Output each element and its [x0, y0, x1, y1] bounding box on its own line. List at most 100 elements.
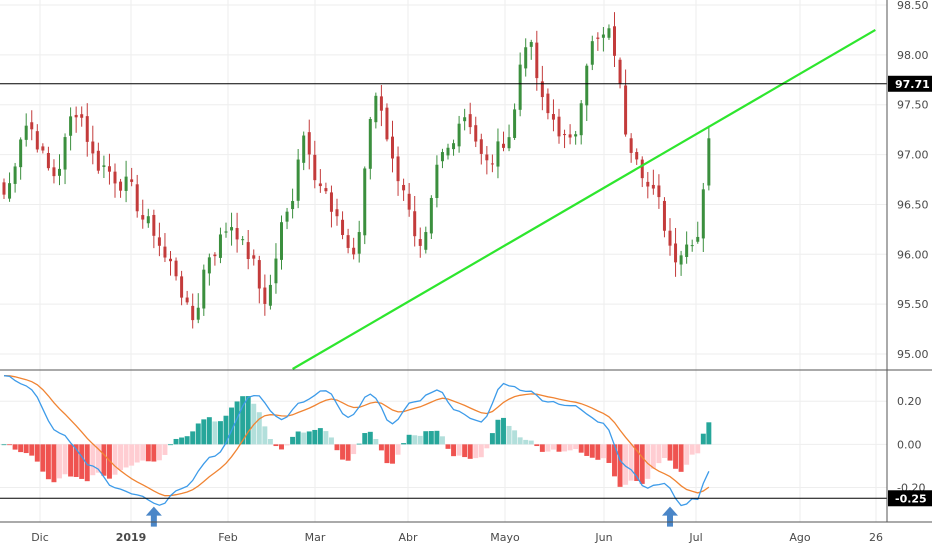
price-tick-label: 95.50: [897, 298, 929, 311]
macd-histogram-bar: [412, 435, 418, 445]
macd-histogram-bar: [51, 444, 57, 483]
candle: [490, 154, 494, 173]
candle: [635, 148, 639, 165]
candle-body: [146, 216, 150, 224]
macd-histogram-bar: [628, 444, 634, 481]
macd-histogram-bar: [267, 439, 273, 445]
macd-histogram-bar: [306, 431, 312, 445]
candle: [141, 199, 145, 229]
candle-body: [502, 143, 505, 148]
candle-body: [335, 209, 339, 217]
macd-histogram-bar: [534, 444, 540, 447]
candle-body: [674, 243, 678, 263]
candle: [30, 110, 34, 141]
candle-body: [124, 176, 128, 191]
macd-histogram-bar: [406, 434, 412, 445]
candle: [674, 227, 678, 277]
candle-body: [218, 234, 222, 258]
candle: [146, 208, 150, 228]
time-tick-label: 26: [869, 531, 883, 544]
candle: [535, 30, 539, 91]
candle-body: [440, 152, 444, 162]
macd-histogram-bar: [328, 437, 334, 445]
macd-histogram-bar: [417, 435, 423, 445]
macd-histogram-bar: [484, 444, 490, 449]
macd-histogram-bar: [639, 444, 645, 484]
macd-histogram-bar: [595, 444, 601, 460]
candle-body: [662, 200, 666, 231]
macd-histogram-bar: [673, 444, 679, 469]
candle-body: [24, 125, 28, 140]
candle: [524, 38, 528, 77]
macd-histogram-bar: [634, 444, 640, 481]
candle: [463, 108, 467, 131]
level-badge-macd-bg: [888, 490, 932, 507]
price-axis[interactable]: 98.50 98.00 97.50 97.00 96.50 96.00 95.50 95.00…: [886, 0, 932, 522]
candle: [407, 183, 411, 217]
macd-histogram-bar: [312, 429, 318, 445]
macd-histogram-bar: [240, 396, 246, 445]
candle-body: [435, 164, 439, 199]
candle-body: [241, 239, 245, 241]
candle: [335, 198, 339, 226]
macd-histogram-bar: [229, 407, 235, 445]
candle-body: [563, 134, 567, 136]
candle-body: [196, 307, 200, 320]
macd-histogram-bar: [279, 444, 284, 450]
candle: [63, 133, 67, 185]
candle-body: [701, 189, 705, 239]
candle: [418, 227, 422, 258]
candle: [624, 69, 628, 137]
candle: [241, 235, 245, 246]
candle-body: [268, 284, 272, 306]
candle: [518, 52, 522, 117]
candle: [701, 182, 705, 252]
candle: [130, 167, 134, 187]
macd-histogram-bar: [201, 419, 207, 445]
macd-histogram-bar: [645, 444, 651, 479]
candle-body: [213, 254, 217, 257]
candle: [152, 209, 156, 249]
time-tick-label: Jul: [688, 531, 702, 544]
candle: [368, 116, 372, 180]
candle: [318, 169, 322, 193]
candle-body: [524, 47, 528, 69]
macd-histogram-bar: [556, 444, 562, 452]
candle: [13, 162, 17, 193]
candle: [607, 24, 611, 40]
candle-body: [557, 116, 561, 137]
candle: [452, 139, 456, 156]
candle: [685, 231, 689, 264]
macd-histogram-bar: [467, 444, 473, 459]
macd-histogram-bar: [340, 444, 346, 460]
candle-body: [80, 114, 84, 118]
macd-histogram-bar: [523, 439, 529, 445]
macd-histogram-bar: [145, 444, 151, 462]
candle: [479, 133, 483, 165]
candle-body: [418, 239, 422, 246]
candle-body: [696, 236, 700, 242]
time-tick-label: Dic: [31, 531, 49, 544]
candle: [124, 160, 128, 203]
candle: [180, 270, 184, 306]
candle: [296, 149, 300, 209]
time-axis[interactable]: Dic 2019 Feb Mar Abr Mayo Jun Jul Ago 26: [0, 521, 932, 544]
candle-body: [52, 167, 56, 177]
macd-histogram-bar: [140, 444, 146, 461]
candle-body: [63, 137, 67, 170]
candle: [35, 124, 39, 153]
candle-body: [207, 257, 211, 274]
candle-body: [574, 134, 578, 137]
macd-histogram-bar: [506, 425, 512, 445]
candle: [485, 146, 489, 175]
macd-histogram-bar: [362, 433, 368, 445]
candle: [668, 218, 672, 256]
candle-body: [374, 95, 378, 123]
price-tick-label: 98.00: [897, 49, 929, 62]
candle-body: [185, 297, 189, 303]
candle-body: [157, 237, 161, 246]
candle-body: [174, 260, 178, 277]
candle: [157, 222, 161, 257]
arrow-up-icon: [145, 506, 162, 527]
